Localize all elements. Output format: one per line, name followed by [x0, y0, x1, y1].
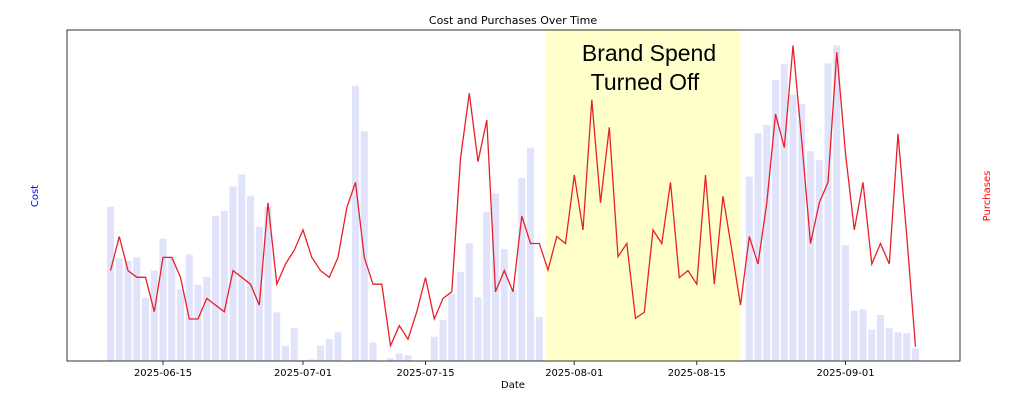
cost-bar: [807, 151, 814, 361]
cost-bar: [264, 206, 272, 361]
cost-bar: [352, 85, 359, 361]
annotation-line-2: Turned Off: [591, 69, 700, 95]
cost-bar: [859, 309, 867, 361]
cost-bar: [474, 297, 482, 361]
cost-bar: [290, 328, 298, 361]
cost-bar: [903, 333, 911, 361]
cost-bar: [833, 45, 841, 361]
cost-bar: [159, 238, 167, 361]
plot-frame: [66, 29, 961, 362]
cost-bar: [325, 339, 333, 361]
cost-bar: [912, 348, 919, 361]
cost-bar: [430, 336, 438, 361]
x-tick-label: 2025-07-15: [396, 368, 454, 379]
cost-bar: [229, 186, 237, 361]
cost-bar: [518, 177, 526, 361]
cost-bar: [282, 345, 289, 361]
cost-bar: [483, 212, 491, 361]
cost-bar: [387, 358, 394, 361]
cost-bar: [168, 257, 176, 361]
cost-bar: [404, 355, 412, 361]
cost-bar: [212, 215, 219, 361]
cost-bar: [824, 63, 832, 361]
cost-bar: [185, 254, 193, 361]
cost-bar: [150, 270, 158, 361]
cost-bar: [457, 271, 464, 361]
cost-bar: [308, 359, 316, 361]
cost-bar: [395, 353, 403, 361]
cost-bar: [885, 328, 893, 361]
cost-bar: [763, 124, 771, 361]
x-tick-label: 2025-06-15: [134, 368, 192, 379]
cost-bar: [448, 294, 456, 361]
cost-bar: [850, 310, 858, 361]
cost-bar: [124, 260, 132, 361]
cost-bar: [115, 258, 123, 361]
cost-bar: [877, 314, 884, 361]
cost-bar: [465, 243, 473, 361]
cost-bar: [177, 289, 184, 361]
cost-bar: [842, 245, 849, 361]
x-tick-label: 2025-08-15: [668, 368, 726, 379]
cost-bar: [194, 284, 202, 361]
cost-bar: [500, 249, 508, 361]
cost-bar: [107, 206, 114, 361]
cost-bar: [754, 133, 762, 361]
cost-bar: [868, 329, 876, 361]
purchases-line: [109, 45, 917, 349]
x-axis-label: Date: [501, 380, 525, 391]
cost-bar: [815, 160, 823, 361]
cost-bar: [247, 195, 254, 361]
cost-bar: [220, 211, 228, 361]
cost-bar: [780, 64, 788, 361]
brand-spend-off-span: [546, 30, 741, 361]
cost-bar: [798, 104, 806, 362]
x-tick-label: 2025-08-01: [545, 368, 603, 379]
cost-bar: [745, 176, 753, 361]
cost-bar: [535, 316, 543, 361]
cost-bar: [133, 257, 141, 361]
cost-bar: [238, 174, 246, 361]
y-axis-label-left: Cost: [30, 185, 41, 207]
cost-bar: [334, 332, 342, 361]
y-axis-label-right: Purchases: [982, 171, 993, 222]
cost-bar: [203, 276, 211, 361]
cost-bar: [509, 289, 517, 361]
cost-bar: [439, 319, 447, 361]
cost-bar: [360, 131, 368, 361]
cost-bar: [142, 297, 149, 361]
cost-bar: [894, 332, 902, 361]
x-tick-label: 2025-07-01: [274, 368, 332, 379]
cost-bar: [492, 193, 499, 361]
annotation-line-1: Brand Spend: [582, 40, 716, 66]
cost-bar: [273, 312, 281, 361]
cost-bar: [527, 147, 534, 361]
x-tick-label: 2025-09-01: [816, 368, 874, 379]
cost-bar: [789, 94, 797, 361]
cost-bar: [772, 79, 779, 361]
cost-bar: [369, 342, 377, 361]
cost-bar: [255, 226, 263, 361]
cost-bar: [317, 345, 324, 361]
chart-title: Cost and Purchases Over Time: [429, 14, 597, 27]
